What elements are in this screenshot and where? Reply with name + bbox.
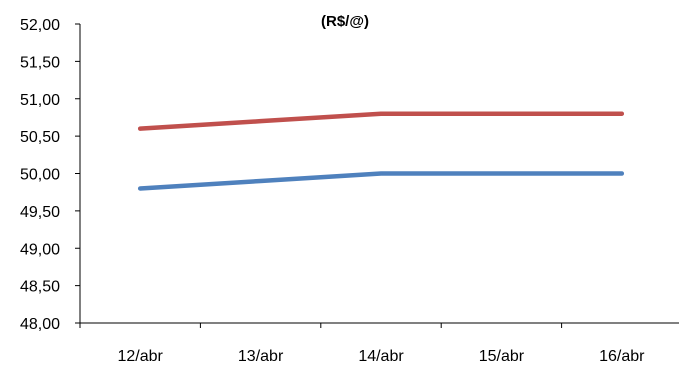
- series-2-point: [138, 186, 143, 191]
- series-2-point: [619, 171, 624, 176]
- y-tick-label: 48,50: [20, 279, 60, 296]
- series-1-point: [499, 111, 504, 116]
- series-1-point: [258, 119, 263, 124]
- chart-title: (R$/@): [321, 13, 369, 30]
- x-tick-label: 16/abr: [599, 348, 645, 365]
- y-tick-label: 48,00: [20, 316, 60, 333]
- y-tick-label: 51,00: [20, 92, 60, 109]
- x-tick-label: 14/abr: [358, 348, 404, 365]
- series-2-point: [258, 178, 263, 183]
- series-line-2: [137, 171, 625, 191]
- y-tick-label: 49,00: [20, 241, 60, 258]
- series-2-point: [499, 171, 504, 176]
- y-tick-label: 49,50: [20, 204, 60, 221]
- series-2-point: [379, 171, 383, 176]
- y-tick-label: 50,50: [20, 129, 60, 146]
- series-1-point: [619, 111, 624, 116]
- series-layer: [137, 111, 625, 191]
- y-tick-label: 51,50: [20, 54, 60, 71]
- x-tick-label: 12/abr: [118, 348, 164, 365]
- y-axis-ticks: 48,00 48,50 49,00 49,50 50,00 50,50 51,00 51,50…: [20, 17, 80, 333]
- series-1-point: [379, 111, 383, 116]
- series-1-point: [138, 126, 143, 131]
- y-tick-label: 50,00: [20, 167, 60, 184]
- y-tick-label: 52,00: [20, 17, 60, 34]
- series-line-1: [137, 111, 625, 131]
- x-tick-label: 15/abr: [479, 348, 525, 365]
- x-axis-ticks: 12/abr 13/abr 14/abr 15/abr 16/abr: [79, 323, 645, 365]
- x-tick-label: 13/abr: [238, 348, 284, 365]
